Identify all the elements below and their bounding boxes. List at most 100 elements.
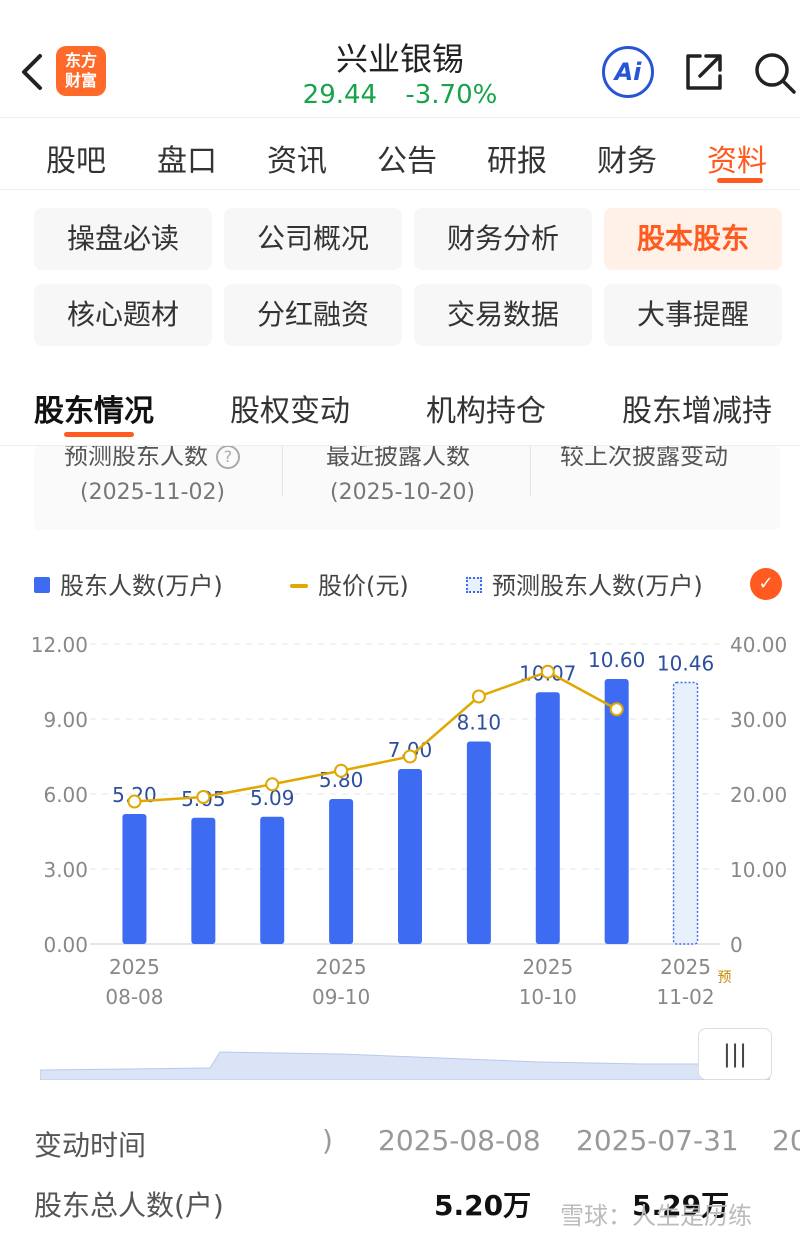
tab-institutional-holdings[interactable]: 机构持仓 xyxy=(426,394,546,429)
x-tick-year: 2025 xyxy=(522,955,573,979)
tab-research[interactable]: 研报 xyxy=(487,144,547,179)
help-icon[interactable]: ? xyxy=(216,446,240,469)
ai-button[interactable]: Ai xyxy=(602,46,654,98)
stock-price: 29.44 xyxy=(302,80,378,110)
info-divider xyxy=(282,446,283,496)
price-line xyxy=(134,670,618,803)
search-icon[interactable] xyxy=(752,50,796,94)
right-tick-label: 20.00 xyxy=(730,783,787,807)
right-tick-label: 0 xyxy=(730,933,743,957)
grid-dividends-financing[interactable]: 分红融资 xyxy=(224,284,402,346)
info-label-predicted: 预测股东人数? xyxy=(64,446,240,471)
tab-profile[interactable]: 资料 xyxy=(707,144,767,179)
bar xyxy=(329,799,354,944)
active-tab-indicator xyxy=(717,178,763,183)
stock-title: 兴业银锡 xyxy=(335,40,464,78)
right-tick-label: 30.00 xyxy=(730,708,787,732)
bar xyxy=(535,692,560,944)
chart-navigator[interactable] xyxy=(40,1030,770,1080)
checkmark-icon[interactable]: ✓ xyxy=(750,568,782,600)
header: 东方 财富 兴业银锡 29.44 -3.70% Ai xyxy=(0,0,800,118)
tab-guba[interactable]: 股吧 xyxy=(46,144,106,179)
shareholder-chart: 0.00 3.00 6.00 9.00 12.00 0 10.00 20.00 30.00 40.… xyxy=(31,633,788,1009)
row-label: 股东总人数(户) xyxy=(34,1189,224,1222)
bar-label: 10.46 xyxy=(657,652,714,676)
x-tick-date: 11-02 xyxy=(656,985,714,1009)
info-divider xyxy=(530,446,531,496)
row-total-shareholders: 股东总人数(户) 5.20万 5.29万 xyxy=(0,1180,800,1236)
bar-label: 10.60 xyxy=(588,648,645,672)
grid-company-overview[interactable]: 公司概况 xyxy=(224,208,402,270)
x-tick-year: 2025 xyxy=(316,955,367,979)
info-date-predicted: (2025-11-02) xyxy=(80,480,226,505)
navigator-handle-icon[interactable]: ||| xyxy=(698,1028,772,1080)
watermark: 雪球：人生是历练 xyxy=(560,1202,752,1230)
tab-shareholder-status[interactable]: 股东情况 xyxy=(34,394,154,429)
left-tick-label: 9.00 xyxy=(43,708,88,732)
main-tabs: 股吧 盘口 资讯 公告 研报 财务 资料 xyxy=(0,118,800,190)
grid-shareholders[interactable]: 股本股东 xyxy=(604,208,782,270)
price-point xyxy=(127,794,142,809)
price-row: 29.44 -3.70% xyxy=(250,80,550,110)
active-section-indicator xyxy=(64,432,134,437)
bar xyxy=(191,817,216,944)
chart-legend: 股东人数(万户) 股价(元) 预测股东人数(万户) xyxy=(34,566,794,606)
row-value: ) xyxy=(322,1124,333,1157)
tab-announcements[interactable]: 公告 xyxy=(377,144,437,179)
bar xyxy=(260,816,285,944)
tab-finance[interactable]: 财务 xyxy=(597,144,657,179)
row-value: 2025-07-31 xyxy=(576,1124,739,1157)
predicted-swatch-icon xyxy=(466,577,482,593)
x-tick-year: 2025 xyxy=(109,955,160,979)
tab-pankou[interactable]: 盘口 xyxy=(157,144,217,179)
info-label-change: 较上次披露变动 xyxy=(560,446,728,470)
row-label: 变动时间 xyxy=(34,1129,147,1162)
info-card: 预测股东人数? (2025-11-02) 最近披露人数 (2025-10-20)… xyxy=(34,446,780,530)
price-point xyxy=(196,790,211,804)
price-point xyxy=(334,763,349,778)
back-arrow-icon[interactable] xyxy=(14,48,50,96)
section-tabs: 股东情况 股权变动 机构持仓 股东增减持 xyxy=(0,370,800,446)
right-tick-label: 40.00 xyxy=(730,633,787,657)
x-tick-date: 09-10 xyxy=(312,985,370,1009)
logo-text-2: 财富 xyxy=(64,71,97,90)
row-value: 5.29万 xyxy=(632,1189,730,1222)
legend-predicted[interactable]: 预测股东人数(万户) xyxy=(466,566,703,601)
grid-trading-must-read[interactable]: 操盘必读 xyxy=(34,208,212,270)
tab-shareholder-changes[interactable]: 股东增减持 xyxy=(622,394,772,429)
info-label-latest: 最近披露人数 xyxy=(326,446,470,470)
row-value: 5.20万 xyxy=(434,1189,532,1222)
x-tick-date: 08-08 xyxy=(105,985,163,1009)
grid-trading-data[interactable]: 交易数据 xyxy=(414,284,592,346)
predicted-marker: 预 xyxy=(718,970,732,986)
bar xyxy=(122,814,147,944)
left-tick-label: 3.00 xyxy=(43,858,88,882)
bar-swatch-icon xyxy=(34,577,50,593)
info-date-latest: (2025-10-20) xyxy=(330,480,476,505)
grid-core-themes[interactable]: 核心题材 xyxy=(34,284,212,346)
tab-news[interactable]: 资讯 xyxy=(267,144,327,179)
legend-bar[interactable]: 股东人数(万户) xyxy=(34,566,223,601)
app-logo: 东方 财富 xyxy=(56,46,106,96)
row-value: 20 xyxy=(772,1124,800,1157)
price-point xyxy=(471,689,486,704)
row-change-date: 变动时间 ) 2025-08-08 2025-07-31 20 xyxy=(0,1120,800,1180)
left-tick-label: 6.00 xyxy=(43,783,88,807)
price-point xyxy=(403,749,417,764)
left-tick-label: 0.00 xyxy=(43,933,88,957)
bar xyxy=(466,741,491,944)
share-icon[interactable] xyxy=(682,50,726,94)
x-tick-date: 10-10 xyxy=(519,985,577,1009)
price-point xyxy=(609,702,624,717)
grid-financial-analysis[interactable]: 财务分析 xyxy=(414,208,592,270)
left-tick-label: 12.00 xyxy=(31,633,88,657)
predicted-bar xyxy=(672,681,699,945)
bar-label: 8.10 xyxy=(457,711,502,735)
grid-events[interactable]: 大事提醒 xyxy=(604,284,782,346)
bar xyxy=(398,769,422,944)
tab-equity-changes[interactable]: 股权变动 xyxy=(230,394,350,429)
legend-line[interactable]: 股价(元) xyxy=(290,566,409,601)
right-tick-label: 10.00 xyxy=(730,858,787,882)
x-tick-year: 2025 xyxy=(660,955,711,979)
logo-text-1: 东方 xyxy=(64,51,97,70)
